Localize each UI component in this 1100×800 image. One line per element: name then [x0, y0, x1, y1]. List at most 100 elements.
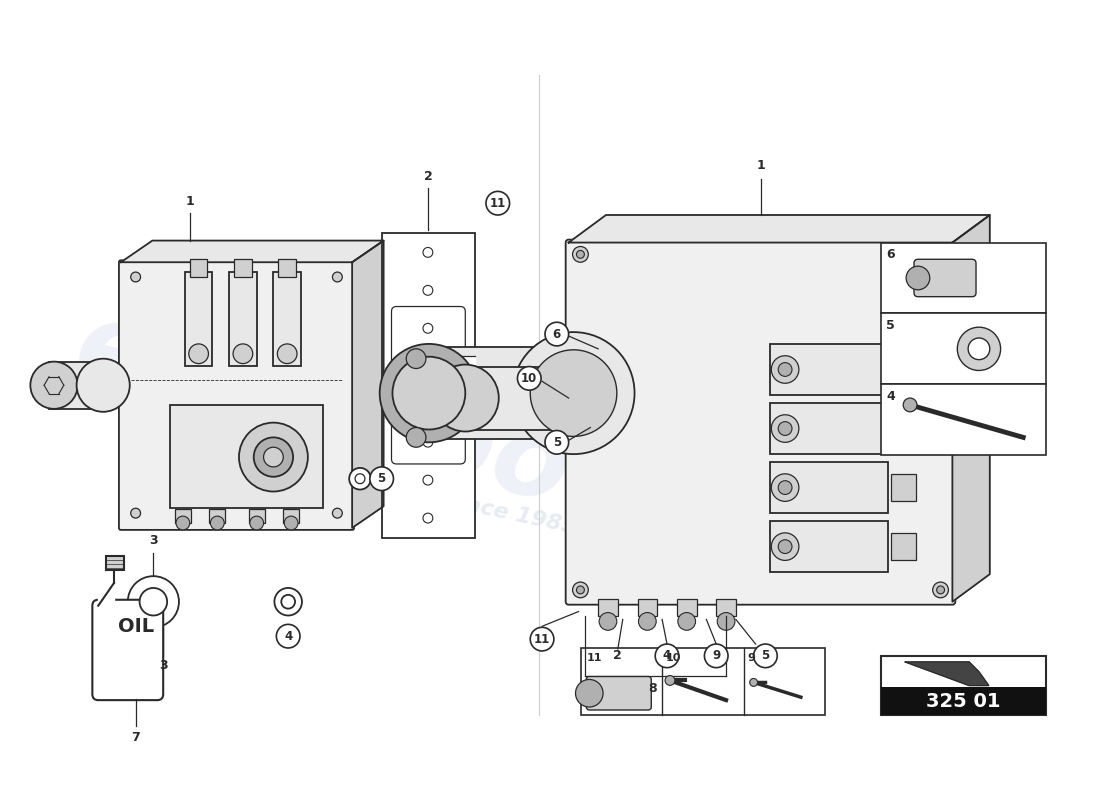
- Circle shape: [933, 246, 948, 262]
- Circle shape: [666, 675, 675, 686]
- Circle shape: [424, 362, 432, 371]
- Circle shape: [233, 344, 253, 363]
- Text: 11: 11: [534, 633, 550, 646]
- Polygon shape: [98, 583, 114, 606]
- Text: 2: 2: [614, 650, 623, 662]
- Bar: [881, 687, 1046, 715]
- Circle shape: [406, 427, 426, 447]
- Circle shape: [432, 365, 498, 431]
- Circle shape: [903, 398, 917, 412]
- Circle shape: [393, 357, 465, 430]
- Text: 4: 4: [663, 650, 671, 662]
- Circle shape: [254, 438, 293, 477]
- Circle shape: [379, 344, 478, 442]
- Circle shape: [937, 586, 945, 594]
- Circle shape: [906, 266, 930, 290]
- Circle shape: [332, 508, 342, 518]
- Bar: [170, 405, 322, 508]
- Bar: [284, 510, 299, 523]
- FancyBboxPatch shape: [392, 306, 465, 464]
- Circle shape: [370, 467, 394, 490]
- Text: 5: 5: [377, 472, 386, 486]
- Polygon shape: [569, 215, 990, 242]
- Circle shape: [131, 272, 141, 282]
- Circle shape: [239, 422, 308, 491]
- Circle shape: [274, 588, 301, 615]
- Text: 1: 1: [756, 159, 764, 172]
- Circle shape: [277, 344, 297, 363]
- Circle shape: [771, 356, 799, 383]
- Circle shape: [424, 323, 432, 334]
- Bar: [382, 233, 475, 538]
- Bar: [50, 362, 113, 409]
- Bar: [582, 648, 825, 715]
- Circle shape: [264, 447, 284, 467]
- Bar: [770, 462, 889, 513]
- Circle shape: [424, 286, 432, 295]
- Circle shape: [424, 247, 432, 258]
- Circle shape: [424, 475, 432, 485]
- FancyBboxPatch shape: [92, 600, 163, 700]
- Text: 11: 11: [490, 197, 506, 210]
- Circle shape: [778, 481, 792, 494]
- Bar: [638, 598, 657, 617]
- Circle shape: [704, 644, 728, 668]
- Circle shape: [771, 414, 799, 442]
- Bar: [881, 384, 1046, 455]
- Circle shape: [31, 362, 78, 409]
- Circle shape: [530, 350, 617, 437]
- Bar: [175, 510, 190, 523]
- Circle shape: [638, 613, 657, 630]
- Bar: [676, 598, 696, 617]
- Text: 3: 3: [158, 659, 167, 672]
- Circle shape: [544, 430, 569, 454]
- Bar: [891, 414, 916, 442]
- Circle shape: [937, 250, 945, 258]
- Polygon shape: [905, 662, 989, 686]
- Text: 9: 9: [748, 653, 756, 663]
- Text: 4: 4: [284, 630, 293, 642]
- Bar: [278, 259, 296, 277]
- Text: 2: 2: [424, 170, 432, 183]
- Circle shape: [513, 332, 635, 454]
- Bar: [249, 510, 265, 523]
- Circle shape: [678, 613, 695, 630]
- Bar: [106, 557, 124, 570]
- Bar: [185, 272, 212, 366]
- Circle shape: [424, 513, 432, 523]
- Text: 7: 7: [131, 731, 140, 744]
- Circle shape: [750, 678, 758, 686]
- Circle shape: [573, 246, 588, 262]
- Bar: [274, 272, 301, 366]
- Text: 5: 5: [761, 650, 770, 662]
- Circle shape: [517, 366, 541, 390]
- Circle shape: [957, 327, 1001, 370]
- FancyBboxPatch shape: [119, 260, 354, 530]
- Circle shape: [530, 627, 554, 651]
- Circle shape: [406, 349, 426, 369]
- Bar: [229, 272, 256, 366]
- Circle shape: [486, 191, 509, 215]
- Text: 11: 11: [586, 653, 602, 663]
- Polygon shape: [121, 241, 384, 262]
- Text: 6: 6: [887, 248, 895, 261]
- Circle shape: [576, 250, 584, 258]
- Circle shape: [754, 644, 778, 668]
- Circle shape: [210, 516, 224, 530]
- Bar: [598, 598, 618, 617]
- Circle shape: [250, 516, 264, 530]
- Polygon shape: [352, 241, 384, 528]
- Circle shape: [77, 358, 130, 412]
- Bar: [234, 259, 252, 277]
- Circle shape: [355, 474, 365, 484]
- Circle shape: [284, 516, 298, 530]
- Bar: [421, 347, 569, 439]
- Text: 3: 3: [148, 534, 157, 547]
- Polygon shape: [455, 356, 475, 405]
- Circle shape: [128, 576, 179, 627]
- Bar: [770, 344, 889, 395]
- FancyBboxPatch shape: [586, 677, 651, 710]
- FancyBboxPatch shape: [914, 259, 976, 297]
- Circle shape: [778, 362, 792, 376]
- Text: 10: 10: [666, 653, 681, 663]
